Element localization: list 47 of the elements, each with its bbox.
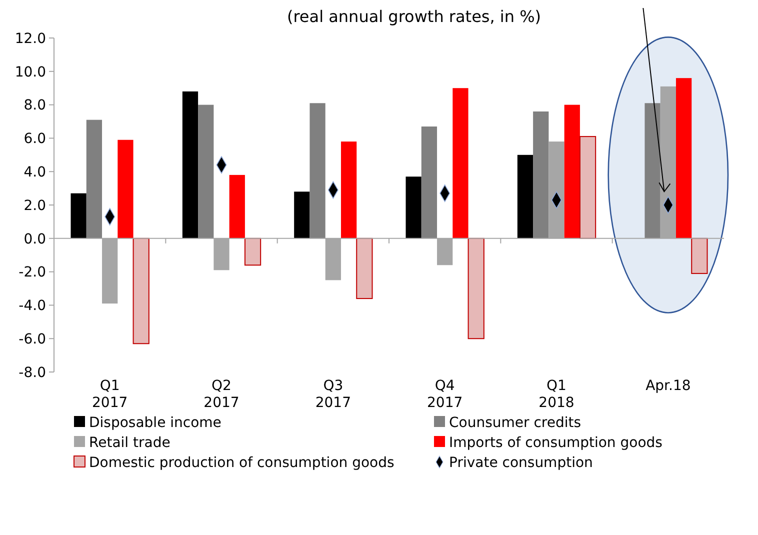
y-tick-label: -6.0 — [18, 332, 46, 348]
bar — [182, 91, 198, 238]
bar — [86, 120, 102, 238]
legend-label: Disposable income — [89, 414, 222, 431]
x-tick-label: Q1 2017 — [92, 378, 128, 411]
bar — [356, 238, 373, 300]
bar — [244, 238, 262, 266]
bar — [340, 142, 357, 238]
bar — [676, 78, 692, 238]
y-tick-label: 6.0 — [24, 131, 46, 148]
legend-label: Domestic production of consumption goods — [89, 454, 394, 471]
chart-subtitle: (real annual growth rates, in %) — [286, 7, 542, 26]
legend-label: Retail trade — [89, 434, 170, 451]
bar — [644, 103, 660, 238]
y-tick-label: 10.0 — [14, 64, 46, 80]
x-tick-label: Q4 2017 — [427, 378, 463, 411]
y-tick-label: -4.0 — [18, 298, 46, 314]
x-tick-label: Q1 2018 — [538, 378, 574, 411]
bar — [691, 238, 708, 274]
bar — [564, 104, 580, 238]
bar — [198, 104, 214, 238]
bar — [118, 140, 134, 238]
y-tick-label: 12.0 — [14, 30, 46, 47]
x-tick-label: Apr.18 — [646, 378, 691, 394]
bar — [452, 88, 468, 238]
legend-label: Private consumption — [449, 454, 593, 471]
legend-label: Counsumer credits — [449, 414, 582, 431]
y-tick-label: 0.0 — [24, 231, 46, 248]
y-tick-label: 4.0 — [24, 164, 46, 180]
bar — [229, 174, 245, 238]
bar — [517, 154, 534, 238]
y-tick-label: -8.0 — [18, 364, 46, 381]
y-tick-label: -2.0 — [18, 264, 46, 281]
bar — [132, 238, 150, 344]
bar — [533, 111, 549, 238]
legend-label: Imports of consumption goods — [449, 434, 662, 451]
x-tick-label: Q3 2017 — [315, 378, 351, 411]
y-tick-label: 8.0 — [24, 98, 46, 114]
bar — [406, 176, 422, 238]
bar — [310, 103, 326, 238]
bar — [70, 193, 86, 238]
bar — [294, 192, 310, 238]
x-tick-label: Q2 2017 — [204, 378, 240, 411]
y-tick-label: 2.0 — [24, 198, 46, 214]
bar — [468, 238, 484, 340]
bar — [421, 126, 438, 238]
bar — [579, 136, 596, 239]
